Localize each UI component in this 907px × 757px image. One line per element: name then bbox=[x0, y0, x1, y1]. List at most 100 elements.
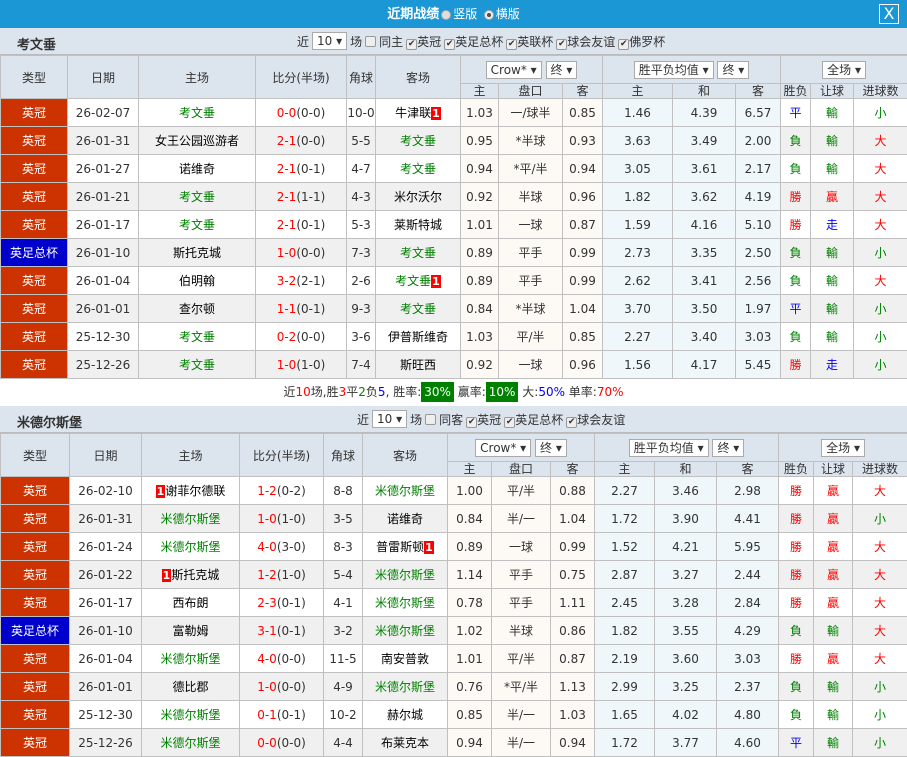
competition-filter[interactable]: ✔英足总杯 bbox=[444, 33, 503, 50]
team-name-link[interactable]: 斯托克城 bbox=[173, 246, 221, 260]
competition-cell[interactable]: 英冠 bbox=[1, 561, 70, 589]
score-cell[interactable]: 1-1(0-1) bbox=[256, 295, 347, 323]
team-name-link[interactable]: 米德尔斯堡 bbox=[160, 708, 220, 722]
match-count-select[interactable]: 10 ▾ bbox=[372, 410, 407, 428]
odds-time-select[interactable]: 终 ▾ bbox=[717, 61, 749, 79]
competition-filter[interactable]: ✔英足总杯 bbox=[504, 411, 563, 428]
away-team-cell[interactable]: 米德尔斯堡 bbox=[363, 561, 448, 589]
competition-cell[interactable]: 英冠 bbox=[1, 211, 68, 239]
competition-cell[interactable]: 英冠 bbox=[1, 99, 68, 127]
home-team-cell[interactable]: 西布朗 bbox=[142, 589, 240, 617]
checkbox-checked-icon[interactable]: ✔ bbox=[466, 417, 477, 428]
same-venue-checkbox[interactable] bbox=[365, 36, 376, 47]
away-team-cell[interactable]: 莱斯特城 bbox=[376, 211, 461, 239]
home-team-cell[interactable]: 1谢菲尔德联 bbox=[142, 477, 240, 505]
home-team-cell[interactable]: 查尔顿 bbox=[139, 295, 256, 323]
score-cell[interactable]: 1-0(0-0) bbox=[256, 239, 347, 267]
away-team-cell[interactable]: 考文垂 bbox=[376, 239, 461, 267]
competition-cell[interactable]: 英冠 bbox=[1, 477, 70, 505]
competition-filter[interactable]: ✔球会友谊 bbox=[556, 33, 615, 50]
team-name-link[interactable]: 普雷斯顿 bbox=[376, 540, 424, 554]
competition-filter[interactable]: ✔英联杯 bbox=[506, 33, 553, 50]
home-team-cell[interactable]: 米德尔斯堡 bbox=[142, 645, 240, 673]
score-cell[interactable]: 0-2(0-0) bbox=[256, 323, 347, 351]
score-cell[interactable]: 2-3(0-1) bbox=[240, 589, 324, 617]
radio-vertical[interactable] bbox=[441, 10, 451, 20]
home-team-cell[interactable]: 1斯托克城 bbox=[142, 561, 240, 589]
checkbox-checked-icon[interactable]: ✔ bbox=[556, 39, 567, 50]
team-name-link[interactable]: 考文垂 bbox=[179, 330, 215, 344]
option-horizontal-label[interactable]: 横版 bbox=[496, 7, 520, 21]
score-cell[interactable]: 2-1(0-1) bbox=[256, 155, 347, 183]
score-cell[interactable]: 3-1(0-1) bbox=[240, 617, 324, 645]
score-cell[interactable]: 2-1(0-1) bbox=[256, 211, 347, 239]
period-select[interactable]: 全场 ▾ bbox=[821, 439, 865, 457]
score-cell[interactable]: 1-2(1-0) bbox=[240, 561, 324, 589]
team-name-link[interactable]: 考文垂 bbox=[400, 134, 436, 148]
away-team-cell[interactable]: 米德尔斯堡 bbox=[363, 477, 448, 505]
home-team-cell[interactable]: 考文垂 bbox=[139, 323, 256, 351]
away-team-cell[interactable]: 斯旺西 bbox=[376, 351, 461, 379]
team-name-link[interactable]: 考文垂 bbox=[400, 162, 436, 176]
score-cell[interactable]: 2-1(0-0) bbox=[256, 127, 347, 155]
competition-cell[interactable]: 英冠 bbox=[1, 505, 70, 533]
competition-cell[interactable]: 英冠 bbox=[1, 127, 68, 155]
score-cell[interactable]: 2-1(1-1) bbox=[256, 183, 347, 211]
away-team-cell[interactable]: 伊普斯维奇 bbox=[376, 323, 461, 351]
team-name-link[interactable]: 西布朗 bbox=[172, 596, 208, 610]
team-name-link[interactable]: 莱斯特城 bbox=[394, 218, 442, 232]
handicap-time-select[interactable]: 终 ▾ bbox=[535, 439, 567, 457]
team-name-link[interactable]: 斯托克城 bbox=[171, 568, 219, 582]
score-cell[interactable]: 4-0(0-0) bbox=[240, 645, 324, 673]
away-team-cell[interactable]: 米尔沃尔 bbox=[376, 183, 461, 211]
competition-cell[interactable]: 英冠 bbox=[1, 295, 68, 323]
score-cell[interactable]: 1-2(0-2) bbox=[240, 477, 324, 505]
team-name-link[interactable]: 米德尔斯堡 bbox=[160, 512, 220, 526]
team-name-link[interactable]: 考文垂 bbox=[395, 274, 431, 288]
team-name-link[interactable]: 伯明翰 bbox=[179, 274, 215, 288]
home-team-cell[interactable]: 米德尔斯堡 bbox=[142, 505, 240, 533]
team-name-link[interactable]: 米德尔斯堡 bbox=[375, 568, 435, 582]
score-cell[interactable]: 3-2(2-1) bbox=[256, 267, 347, 295]
checkbox-checked-icon[interactable]: ✔ bbox=[566, 417, 577, 428]
home-team-cell[interactable]: 斯托克城 bbox=[139, 239, 256, 267]
team-name-link[interactable]: 考文垂 bbox=[400, 302, 436, 316]
score-cell[interactable]: 0-1(0-1) bbox=[240, 701, 324, 729]
competition-cell[interactable]: 英冠 bbox=[1, 183, 68, 211]
home-team-cell[interactable]: 德比郡 bbox=[142, 673, 240, 701]
home-team-cell[interactable]: 考文垂 bbox=[139, 99, 256, 127]
competition-cell[interactable]: 英冠 bbox=[1, 323, 68, 351]
competition-cell[interactable]: 英冠 bbox=[1, 155, 68, 183]
competition-filter[interactable]: ✔英冠 bbox=[406, 33, 441, 50]
competition-cell[interactable]: 英冠 bbox=[1, 645, 70, 673]
competition-cell[interactable]: 英足总杯 bbox=[1, 617, 70, 645]
home-team-cell[interactable]: 米德尔斯堡 bbox=[142, 533, 240, 561]
home-team-cell[interactable]: 诺维奇 bbox=[139, 155, 256, 183]
away-team-cell[interactable]: 考文垂 bbox=[376, 155, 461, 183]
company-select[interactable]: Crow* ▾ bbox=[475, 439, 531, 457]
same-venue-checkbox[interactable] bbox=[425, 414, 436, 425]
handicap-time-select[interactable]: 终 ▾ bbox=[546, 61, 578, 79]
team-name-link[interactable]: 牛津联 bbox=[395, 106, 431, 120]
score-cell[interactable]: 1-0(0-0) bbox=[240, 673, 324, 701]
score-cell[interactable]: 1-0(1-0) bbox=[240, 505, 324, 533]
away-team-cell[interactable]: 南安普敦 bbox=[363, 645, 448, 673]
competition-filter[interactable]: ✔佛罗杯 bbox=[618, 33, 665, 50]
away-team-cell[interactable]: 考文垂 bbox=[376, 295, 461, 323]
home-team-cell[interactable]: 米德尔斯堡 bbox=[142, 701, 240, 729]
odds-type-select[interactable]: 胜平负均值 ▾ bbox=[629, 439, 709, 457]
away-team-cell[interactable]: 米德尔斯堡 bbox=[363, 589, 448, 617]
competition-cell[interactable]: 英冠 bbox=[1, 351, 68, 379]
period-select[interactable]: 全场 ▾ bbox=[822, 61, 866, 79]
away-team-cell[interactable]: 布莱克本 bbox=[363, 729, 448, 757]
team-name-link[interactable]: 米德尔斯堡 bbox=[160, 652, 220, 666]
